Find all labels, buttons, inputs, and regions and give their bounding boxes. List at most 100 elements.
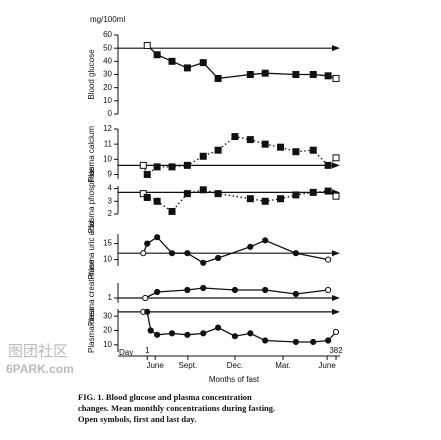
marker <box>168 330 176 337</box>
marker <box>154 234 161 241</box>
marker <box>231 333 239 340</box>
data-line <box>146 45 337 80</box>
y-tick-label: 20 <box>103 326 112 335</box>
y-axis-label: Plasma urea <box>87 308 96 353</box>
marker <box>153 163 161 171</box>
marker <box>246 71 254 78</box>
marker <box>292 191 300 199</box>
marker <box>292 148 300 156</box>
marker <box>200 284 207 292</box>
y-tick-label: 15 <box>103 239 112 248</box>
marker <box>153 51 161 59</box>
reference-arrow <box>332 45 340 52</box>
caption-line: Open symbols, first and last day. <box>78 414 196 424</box>
marker <box>199 186 207 194</box>
marker <box>332 328 340 336</box>
marker <box>292 338 299 346</box>
marker <box>292 290 299 298</box>
marker <box>332 154 340 162</box>
marker <box>292 71 300 78</box>
x-tick-label: 1 <box>145 346 150 355</box>
marker <box>247 330 254 337</box>
marker <box>262 337 269 344</box>
marker <box>310 338 317 346</box>
y-tick-label: 9 <box>108 170 113 179</box>
marker <box>324 161 332 169</box>
data-line <box>143 311 337 343</box>
marker <box>139 161 147 169</box>
y-tick-label: 10 <box>103 255 112 264</box>
marker <box>200 259 207 266</box>
y-tick-label: 12 <box>103 124 112 133</box>
marker <box>325 286 332 294</box>
marker <box>262 286 269 294</box>
y-tick-label: 10 <box>103 340 112 349</box>
y-tick-label: 30 <box>103 311 112 320</box>
marker <box>261 197 269 205</box>
marker <box>183 64 191 72</box>
y-axis-label: Plasma phosphate <box>87 166 96 233</box>
marker <box>247 243 254 250</box>
x-tick-label: Dec. <box>227 361 243 370</box>
x-day-label: Day <box>119 348 133 357</box>
y-tick-label: 60 <box>103 30 112 39</box>
y-tick-label: 2 <box>108 209 113 218</box>
marker <box>214 74 222 82</box>
marker <box>184 286 191 294</box>
y-tick-label: 3 <box>108 196 113 205</box>
marker <box>183 190 191 198</box>
marker <box>153 197 161 205</box>
y-tick-label: 50 <box>103 43 112 52</box>
reference-arrow <box>332 162 340 169</box>
marker <box>183 161 191 169</box>
marker <box>200 330 207 337</box>
marker <box>139 190 147 198</box>
marker <box>143 42 151 50</box>
y-tick-label: 4 <box>108 184 113 193</box>
marker <box>277 195 285 203</box>
marker <box>199 59 207 67</box>
x-tick-label: 382 <box>329 346 343 355</box>
y-tick-label: 10 <box>103 96 112 105</box>
data-line <box>144 287 329 299</box>
y-axis-label: Plasma calcium <box>87 126 96 182</box>
marker <box>143 170 151 178</box>
y-tick-label: 30 <box>103 70 112 79</box>
x-tick-label: June <box>146 361 164 370</box>
unit-label: mg/100ml <box>90 15 125 24</box>
y-tick-label: 10 <box>103 154 112 163</box>
x-tick-label: Sept. <box>179 361 198 370</box>
caption-line: changes. Mean monthly concentrations dur… <box>78 403 275 413</box>
y-axis-label: Plasma creat-inine <box>87 259 96 326</box>
marker <box>246 136 254 144</box>
marker <box>147 327 154 334</box>
marker <box>261 140 269 148</box>
marker <box>214 254 222 262</box>
reference-arrow <box>332 308 340 315</box>
marker <box>184 250 191 257</box>
watermark: 6PARK.com <box>6 362 74 376</box>
marker <box>154 288 161 296</box>
marker <box>199 152 207 160</box>
marker <box>143 193 151 201</box>
marker <box>277 143 285 151</box>
x-tick-label: Mar. <box>275 361 291 370</box>
marker <box>325 337 332 344</box>
marker <box>184 331 191 338</box>
marker <box>168 163 176 171</box>
y-axis-label: Plasma uric acid <box>87 221 96 280</box>
marker <box>309 71 317 78</box>
marker <box>214 324 222 331</box>
caption-line: FIG. 1. Blood glucose and plasma concent… <box>78 392 252 402</box>
y-tick-label: 0 <box>108 109 113 118</box>
marker <box>140 250 147 257</box>
marker <box>309 146 317 154</box>
marker <box>144 308 151 315</box>
y-tick-label: 1 <box>108 293 113 302</box>
y-axis-label: Blood glucose <box>87 49 96 100</box>
marker <box>142 294 149 302</box>
marker <box>332 192 340 200</box>
x-axis-label: Months of fast <box>209 375 260 384</box>
marker <box>332 74 340 82</box>
